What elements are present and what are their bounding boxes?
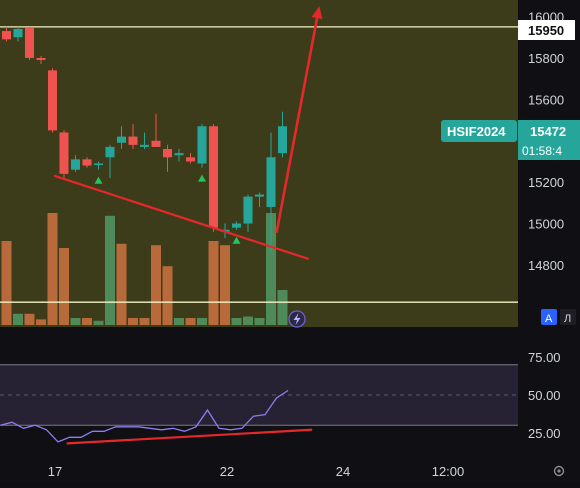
volume-bar <box>162 266 173 325</box>
volume-bar <box>151 245 161 325</box>
candle <box>94 161 103 170</box>
signal-arrow-icon <box>232 236 241 244</box>
breakout-arrowhead-icon <box>311 6 323 20</box>
volume-bar <box>105 215 115 325</box>
last-price-badge <box>518 120 580 160</box>
time-axis[interactable] <box>0 457 580 483</box>
volume-bar <box>277 290 288 325</box>
volume-bar <box>128 318 138 325</box>
candle <box>25 26 34 61</box>
volume-bar <box>70 318 81 325</box>
volume-bar <box>13 313 23 325</box>
candle <box>82 157 92 168</box>
candle <box>151 113 161 147</box>
volume-bar <box>231 318 242 325</box>
price-tick-label: 14800 <box>528 258 564 273</box>
volume-bar <box>36 319 46 325</box>
volume-bar <box>243 316 253 325</box>
auto-scale-button[interactable] <box>541 309 557 325</box>
candle <box>71 155 80 172</box>
candle <box>174 149 184 162</box>
rsi-tick-label: 25.00 <box>528 426 561 441</box>
candle <box>105 144 115 178</box>
candle <box>232 221 241 230</box>
candle <box>255 192 264 207</box>
volume-bar <box>116 243 127 325</box>
rsi-line <box>0 389 289 443</box>
price-axis[interactable] <box>518 0 580 327</box>
candle <box>13 26 23 42</box>
candle <box>197 124 207 168</box>
log-scale-button[interactable] <box>560 309 576 325</box>
volume-bar <box>185 318 196 325</box>
candle <box>36 55 46 65</box>
time-tick-label: 17 <box>48 464 62 479</box>
signal-arrow-icon <box>94 176 103 184</box>
candle <box>48 68 57 133</box>
volume-bar <box>254 318 265 325</box>
volume-bar <box>93 320 104 325</box>
price-tick-label: 15600 <box>528 92 564 107</box>
symbol-badge[interactable] <box>441 120 517 142</box>
volume-bar <box>59 248 69 325</box>
volume-bar <box>266 213 276 325</box>
candle <box>128 124 138 150</box>
level-label-box <box>518 20 575 40</box>
price-tick-label: 15000 <box>528 217 564 232</box>
rsi-tick-label: 75.00 <box>528 350 561 365</box>
volume-bar <box>82 318 92 325</box>
candle <box>243 194 253 232</box>
bar-countdown: 01:58:4 <box>522 144 562 158</box>
candle <box>278 111 287 158</box>
rsi-trendline[interactable] <box>66 428 313 445</box>
signal-arrow-icon <box>198 174 206 182</box>
candle <box>2 26 11 42</box>
time-tick-label: 24 <box>336 464 350 479</box>
breakout-arrow-line[interactable] <box>275 16 319 234</box>
symbol-label: HSIF2024 <box>447 124 506 139</box>
settings-gear-icon[interactable] <box>553 465 565 477</box>
candle <box>209 124 218 232</box>
support-trendline[interactable] <box>53 174 309 260</box>
candle <box>163 144 172 172</box>
volume-bar <box>208 241 219 325</box>
candle <box>186 153 195 164</box>
time-tick-label: 22 <box>220 464 234 479</box>
level-label: 15950 <box>528 23 564 38</box>
rsi-axis[interactable] <box>518 333 580 457</box>
log-scale-label: Л <box>564 313 571 325</box>
candle <box>140 132 149 150</box>
volume-bar <box>139 318 150 325</box>
price-tick-label: 15200 <box>528 175 564 190</box>
candle <box>117 126 126 150</box>
price-tick-label: 15800 <box>528 51 564 66</box>
candle <box>59 130 69 178</box>
time-tick-label: 12:00 <box>432 464 465 479</box>
volume-bar <box>197 318 207 325</box>
alert-bolt-icon[interactable] <box>288 310 306 328</box>
last-price: 15472 <box>530 124 566 139</box>
auto-scale-label: A <box>545 313 553 325</box>
rsi-tick-label: 50.00 <box>528 388 561 403</box>
volume-bar <box>220 245 230 325</box>
volume-bar <box>47 213 58 325</box>
volume-bar <box>174 318 184 325</box>
volume-bar <box>24 313 35 325</box>
candle <box>266 132 276 253</box>
volume-bar <box>1 241 12 325</box>
